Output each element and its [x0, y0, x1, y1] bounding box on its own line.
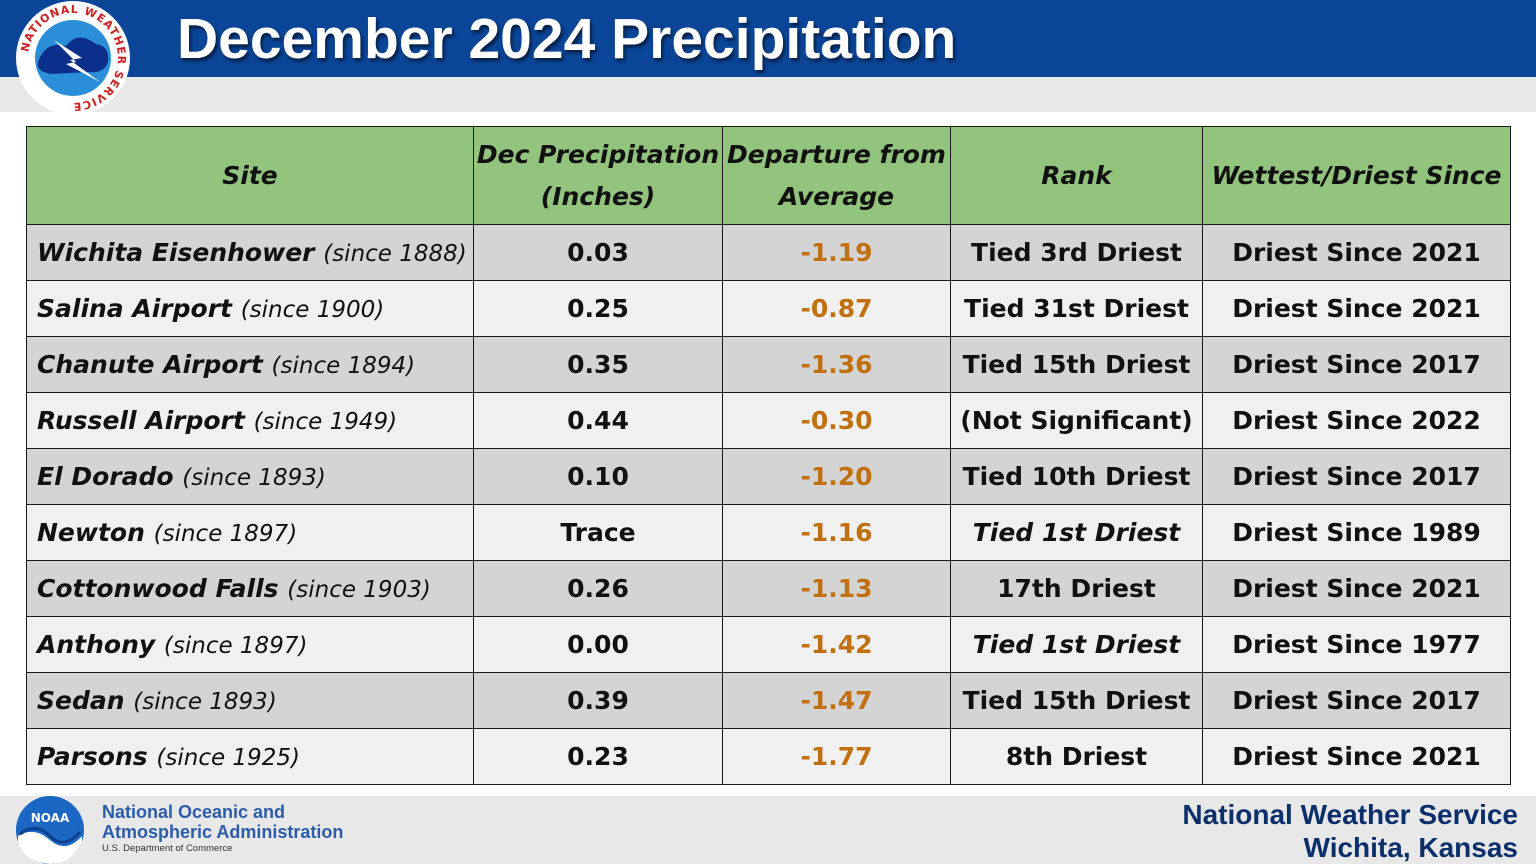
precipitation-cell: 0.25: [473, 280, 723, 337]
column-header-departure: Departure from Average: [722, 126, 951, 225]
office-name: National Weather Service Wichita, Kansas: [1182, 799, 1518, 863]
record-since-cell: Driest Since 2022: [1202, 392, 1511, 449]
site-name: Wichita Eisenhower: [37, 238, 315, 267]
column-header-rank: Rank: [950, 126, 1203, 225]
table-row: Cottonwood Falls (since 1903) 0.26 -1.13 17…: [26, 560, 1511, 617]
site-name: Parsons: [37, 742, 148, 771]
page-title: December 2024 Precipitation: [177, 7, 957, 71]
precipitation-cell: Trace: [473, 504, 723, 561]
departure-cell: -1.20: [722, 448, 951, 505]
precipitation-table: Site Dec Precipitation (Inches) Departure…: [26, 126, 1511, 785]
table-row: Parsons (since 1925) 0.23 -1.77 8th Driest D…: [26, 728, 1511, 785]
site-record-start: (since 1888): [323, 241, 467, 267]
record-since-cell: Driest Since 1989: [1202, 504, 1511, 561]
site-record-start: (since 1893): [133, 689, 277, 715]
departure-cell: -1.77: [722, 728, 951, 785]
site-name: Anthony: [37, 630, 156, 659]
site-record-start: (since 1949): [253, 409, 398, 435]
departure-cell: -1.16: [722, 504, 951, 561]
precipitation-cell: 0.03: [473, 224, 723, 281]
record-since-cell: Driest Since 2021: [1202, 560, 1511, 617]
noaa-logo: NOAA: [14, 796, 86, 864]
site-record-start: (since 1925): [156, 745, 300, 771]
site-record-start: (since 1897): [163, 633, 308, 659]
record-since-cell: Driest Since 2017: [1202, 448, 1511, 505]
site-cell: Newton (since 1897): [26, 504, 474, 561]
record-since-cell: Driest Since 2021: [1202, 224, 1511, 281]
record-since-cell: Driest Since 1977: [1202, 616, 1511, 673]
site-cell: Sedan (since 1893): [26, 672, 474, 729]
site-cell: Salina Airport (since 1900): [26, 280, 474, 337]
record-since-cell: Driest Since 2021: [1202, 280, 1511, 337]
rank-cell: 8th Driest: [950, 728, 1203, 785]
record-since-cell: Driest Since 2017: [1202, 336, 1511, 393]
site-name: Cottonwood Falls: [37, 574, 279, 603]
site-record-start: (since 1897): [153, 521, 298, 547]
departure-cell: -1.47: [722, 672, 951, 729]
rank-cell: Tied 10th Driest: [950, 448, 1203, 505]
noaa-logo-text: NOAA: [31, 811, 70, 825]
site-name: Sedan: [37, 686, 125, 715]
site-cell: El Dorado (since 1893): [26, 448, 474, 505]
site-cell: Cottonwood Falls (since 1903): [26, 560, 474, 617]
site-name: El Dorado: [37, 462, 174, 491]
departure-cell: -1.13: [722, 560, 951, 617]
site-name: Newton: [37, 518, 145, 547]
nws-logo: NATIONAL WEATHER SERVICE: [8, 0, 138, 116]
noaa-name: National Oceanic and Atmospheric Adminis…: [102, 802, 344, 842]
rank-cell: Tied 1st Driest: [950, 616, 1203, 673]
precipitation-cell: 0.10: [473, 448, 723, 505]
site-name: Chanute Airport: [37, 350, 263, 379]
site-cell: Anthony (since 1897): [26, 616, 474, 673]
site-record-start: (since 1893): [182, 465, 326, 491]
site-name: Salina Airport: [37, 294, 232, 323]
table-header-row: Site Dec Precipitation (Inches) Departure…: [26, 126, 1511, 225]
departure-cell: -0.30: [722, 392, 951, 449]
rank-cell: Tied 15th Driest: [950, 336, 1203, 393]
record-since-cell: Driest Since 2017: [1202, 672, 1511, 729]
rank-cell: 17th Driest: [950, 560, 1203, 617]
site-record-start: (since 1900): [240, 297, 385, 323]
header-strip: [0, 77, 1536, 112]
table-row: Chanute Airport (since 1894) 0.35 -1.36 Tie…: [26, 336, 1511, 393]
table-body: Wichita Eisenhower (since 1888) 0.03 -1.19…: [26, 224, 1511, 785]
precipitation-cell: 0.39: [473, 672, 723, 729]
column-header-record: Wettest/Driest Since: [1202, 126, 1511, 225]
precipitation-cell: 0.00: [473, 616, 723, 673]
header-bar: [0, 0, 1536, 77]
column-header-precipitation: Dec Precipitation (Inches): [473, 126, 723, 225]
table-row: Russell Airport (since 1949) 0.44 -0.30 (No…: [26, 392, 1511, 449]
table-row: Salina Airport (since 1900) 0.25 -0.87 Tied…: [26, 280, 1511, 337]
site-cell: Chanute Airport (since 1894): [26, 336, 474, 393]
site-name: Russell Airport: [37, 406, 245, 435]
departure-cell: -1.42: [722, 616, 951, 673]
site-record-start: (since 1903): [287, 577, 431, 603]
precipitation-cell: 0.44: [473, 392, 723, 449]
rank-cell: Tied 31st Driest: [950, 280, 1203, 337]
table-row: Anthony (since 1897) 0.00 -1.42 Tied 1st Dr…: [26, 616, 1511, 673]
noaa-department: U.S. Department of Commerce: [102, 843, 233, 854]
departure-cell: -1.36: [722, 336, 951, 393]
precipitation-cell: 0.35: [473, 336, 723, 393]
column-header-site: Site: [26, 126, 474, 225]
record-since-cell: Driest Since 2021: [1202, 728, 1511, 785]
table-row: El Dorado (since 1893) 0.10 -1.20 Tied 10th…: [26, 448, 1511, 505]
site-cell: Parsons (since 1925): [26, 728, 474, 785]
table-row: Wichita Eisenhower (since 1888) 0.03 -1.19…: [26, 224, 1511, 281]
departure-cell: -1.19: [722, 224, 951, 281]
precipitation-cell: 0.23: [473, 728, 723, 785]
table-row: Sedan (since 1893) 0.39 -1.47 Tied 15th Dri…: [26, 672, 1511, 729]
rank-cell: (Not Significant): [950, 392, 1203, 449]
rank-cell: Tied 15th Driest: [950, 672, 1203, 729]
footer-bar: [0, 796, 1536, 864]
site-record-start: (since 1894): [271, 353, 416, 379]
rank-cell: Tied 3rd Driest: [950, 224, 1203, 281]
site-cell: Russell Airport (since 1949): [26, 392, 474, 449]
precipitation-cell: 0.26: [473, 560, 723, 617]
site-cell: Wichita Eisenhower (since 1888): [26, 224, 474, 281]
rank-cell: Tied 1st Driest: [950, 504, 1203, 561]
departure-cell: -0.87: [722, 280, 951, 337]
table-row: Newton (since 1897) Trace -1.16 Tied 1st Dr…: [26, 504, 1511, 561]
